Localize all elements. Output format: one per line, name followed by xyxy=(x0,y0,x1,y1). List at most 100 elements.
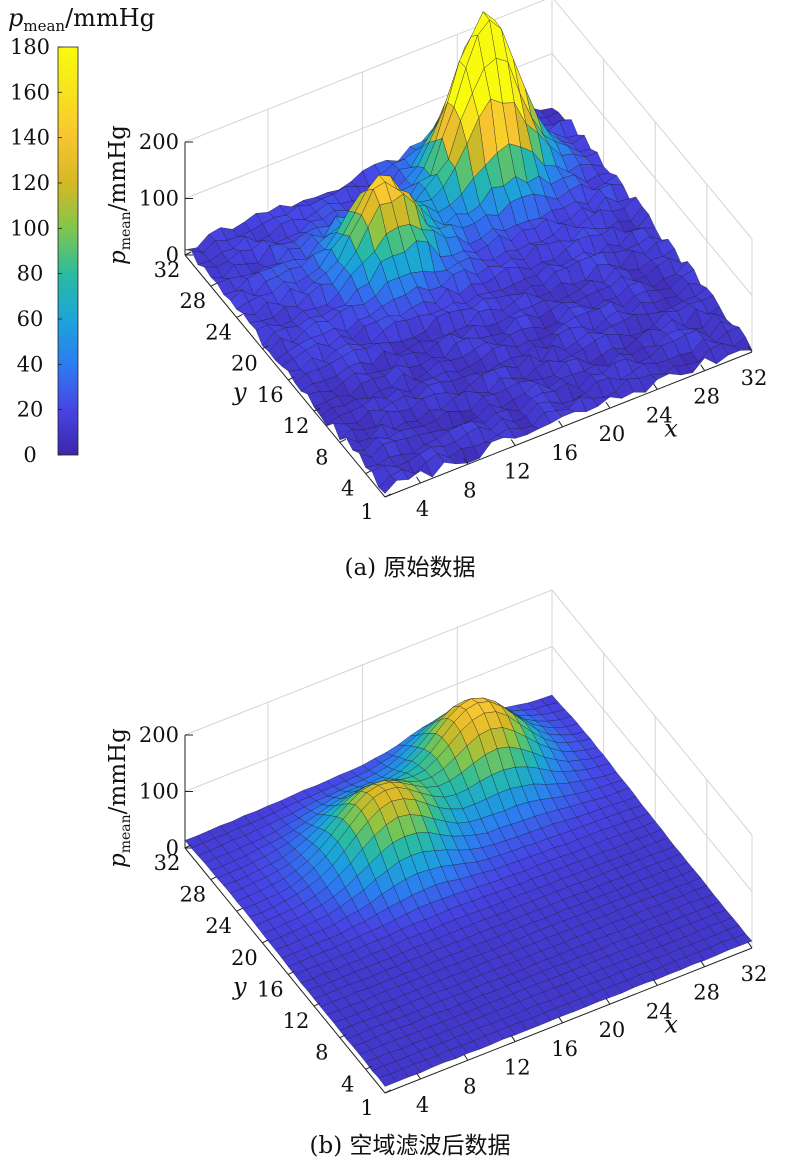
y-tick-mark xyxy=(384,1089,392,1094)
x-tick-mark xyxy=(463,1053,469,1061)
y-tick-mark xyxy=(184,251,192,256)
y-axis-label: y xyxy=(232,973,247,1001)
y-tick-mark xyxy=(210,876,218,881)
x-tick-mark xyxy=(605,401,611,409)
x-tick-mark xyxy=(510,439,516,446)
x-axis-label: x xyxy=(664,415,678,443)
x-tick-mark xyxy=(416,476,421,484)
y-tick-label: 8 xyxy=(315,1041,328,1065)
colorbar-tick-label: 0 xyxy=(23,443,36,467)
grid-line xyxy=(184,0,753,240)
x-tick-label: 28 xyxy=(693,385,720,409)
y-tick-label: 8 xyxy=(315,445,328,469)
y-tick-mark xyxy=(236,907,243,912)
z-tick-label: 0 xyxy=(166,836,179,860)
z-tick-label: 100 xyxy=(139,187,179,211)
x-tick-label: 32 xyxy=(741,366,768,390)
x-tick-mark xyxy=(652,979,658,986)
z-tick-label: 200 xyxy=(139,130,179,154)
x-tick-label: 24 xyxy=(646,403,673,427)
panel-a-x-axis: 4 8 12 16 20 24 28 32 x xyxy=(384,345,768,521)
y-tick-mark xyxy=(313,1002,321,1007)
y-axis-line xyxy=(184,254,386,498)
x-axis-line xyxy=(384,947,753,1094)
x-tick-label: 32 xyxy=(741,962,768,986)
x-tick-label: 4 xyxy=(416,497,429,521)
y-tick-label: 16 xyxy=(257,977,284,1001)
y-tick-label: 16 xyxy=(257,383,284,407)
x-tick-mark xyxy=(558,420,563,428)
y-tick-mark xyxy=(236,314,243,318)
y-tick-mark xyxy=(262,345,269,350)
x-tick-label: 28 xyxy=(693,981,720,1005)
grid-line xyxy=(184,589,753,836)
y-tick-label: 28 xyxy=(179,289,206,313)
y-tick-label: 20 xyxy=(231,352,258,376)
y-tick-mark xyxy=(210,282,218,287)
y-tick-label: 32 xyxy=(154,851,181,875)
x-tick-mark xyxy=(510,1035,516,1042)
surface-patch xyxy=(378,1073,398,1087)
x-tick-mark xyxy=(700,364,706,371)
x-tick-mark xyxy=(700,960,706,967)
y-tick-label: 1 xyxy=(360,1096,373,1120)
y-tick-label: 4 xyxy=(341,1072,354,1096)
x-tick-label: 12 xyxy=(504,1056,531,1080)
y-tick-label: 12 xyxy=(283,414,310,438)
y-tick-mark xyxy=(313,407,321,412)
x-tick-label: 8 xyxy=(463,478,476,502)
y-tick-label: 20 xyxy=(231,946,258,970)
panel-a-z-label: pmean/mmHg xyxy=(105,125,134,265)
y-tick-label: 32 xyxy=(154,258,181,282)
x-axis-line xyxy=(384,351,753,498)
y-tick-label: 4 xyxy=(341,477,354,501)
y-tick-label: 28 xyxy=(179,883,206,907)
x-tick-mark xyxy=(747,941,753,949)
y-tick-mark xyxy=(365,470,372,475)
y-tick-label: 24 xyxy=(205,320,232,344)
y-tick-mark xyxy=(262,939,269,944)
grid-line xyxy=(184,645,753,892)
x-tick-label: 12 xyxy=(504,460,531,484)
y-tick-mark xyxy=(184,844,192,849)
y-tick-label: 12 xyxy=(283,1009,310,1033)
panel-b-z-label: pmean/mmHg xyxy=(105,728,134,868)
x-tick-label: 4 xyxy=(416,1093,429,1117)
x-tick-mark xyxy=(747,345,753,353)
colorbar-tick-label: 40 xyxy=(17,352,44,376)
x-tick-mark xyxy=(463,457,469,465)
colorbar-tick-label: 120 xyxy=(10,171,50,195)
panel-a-z-axis: 0 100 200 xyxy=(139,130,193,267)
x-tick-label: 16 xyxy=(551,1037,578,1061)
colorbar-bar xyxy=(57,46,79,456)
x-tick-label: 8 xyxy=(463,1074,476,1098)
colorbar-tick-label: 20 xyxy=(17,398,44,422)
y-tick-mark xyxy=(339,1034,347,1039)
panel-a-surface xyxy=(184,11,753,494)
y-tick-mark xyxy=(288,971,295,975)
panel-a-caption: (a) 原始数据 xyxy=(345,555,476,581)
panel-b-surface xyxy=(184,694,753,1087)
panel-b-x-axis: 4 8 12 16 20 24 28 32 x xyxy=(384,941,768,1117)
y-tick-mark xyxy=(384,493,392,498)
colorbar-title: pmean/mmHg xyxy=(8,4,155,35)
colorbar-ticks: 180 160 140 120 100 80 60 40 20 0 xyxy=(10,35,62,467)
y-axis-line xyxy=(184,847,386,1094)
y-axis-label: y xyxy=(232,378,247,406)
panel-b-caption: (b) 空域滤波后数据 xyxy=(310,1133,511,1159)
y-tick-mark xyxy=(339,438,347,443)
surface-patch xyxy=(378,475,398,494)
colorbar: pmean/mmHg 180 160 140 120 100 80 60 40 20 0 xyxy=(8,4,155,467)
x-tick-label: 20 xyxy=(599,1018,626,1042)
colorbar-tick-label: 80 xyxy=(17,262,44,286)
x-tick-mark xyxy=(416,1072,421,1080)
z-tick-label: 100 xyxy=(139,780,179,804)
x-tick-mark xyxy=(652,383,658,390)
x-tick-mark xyxy=(605,997,611,1005)
x-tick-mark xyxy=(558,1016,563,1024)
